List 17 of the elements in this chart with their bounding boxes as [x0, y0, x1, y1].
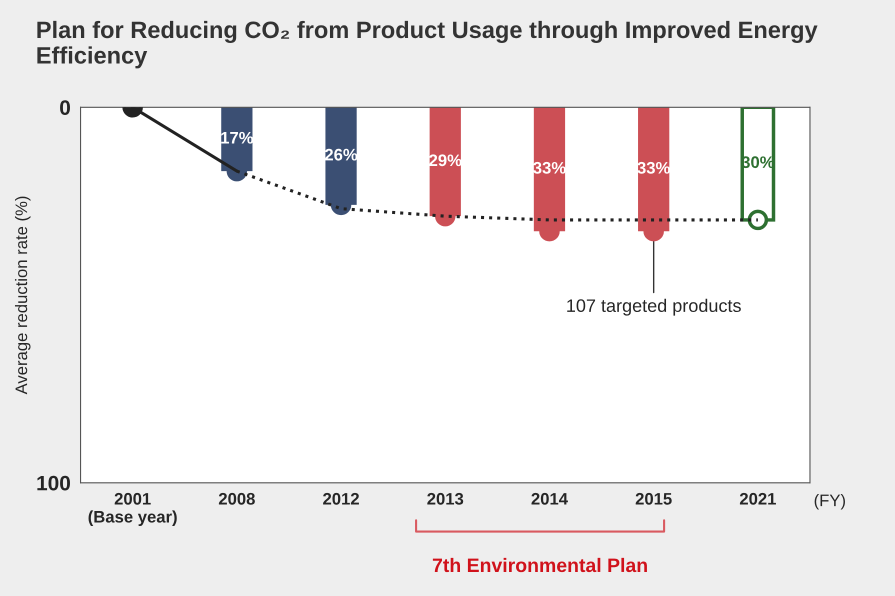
x-tick-label: 2012	[323, 492, 359, 505]
x-tick-label: 2008	[218, 492, 255, 505]
annotation: 107 targeted products	[567, 298, 741, 316]
x-tick-label: 2001 (Base year)	[88, 492, 177, 526]
chart-title: Plan for Reducing CO₂ from Product Usage through Improved Energy Efficiency	[37, 20, 818, 68]
y-tick-label: 100	[37, 476, 70, 491]
data-label: 33%	[637, 162, 670, 174]
x-tick-label: 2014	[532, 492, 568, 505]
y-axis-title: Average reduction rate (%)	[14, 196, 31, 394]
y-tick-label: 0	[60, 100, 70, 116]
x-tick-label: 2013	[427, 492, 464, 505]
x-axis-title: (FY)	[814, 494, 845, 510]
x-tick-label: 2015	[636, 492, 672, 505]
x-tick-label: 2021	[740, 492, 776, 505]
data-label: 29%	[429, 154, 462, 166]
text: 7th Environmental Plan	[432, 558, 647, 572]
data-label: 17%	[221, 132, 254, 144]
